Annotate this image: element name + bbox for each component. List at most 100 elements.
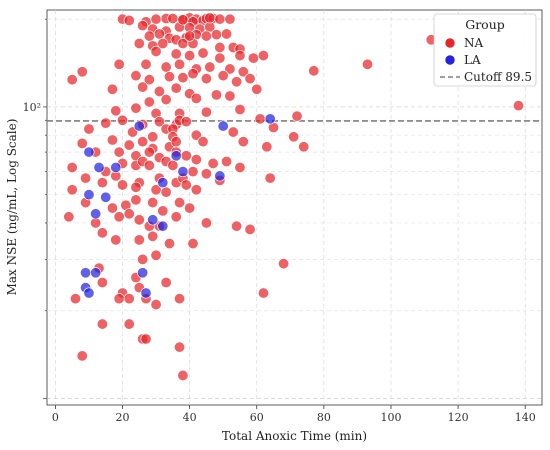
data-point-na xyxy=(66,74,78,86)
data-point-na xyxy=(197,136,209,148)
x-tick-label: 120 xyxy=(448,411,469,424)
series-na xyxy=(63,12,525,381)
data-point-na xyxy=(163,238,175,250)
data-point-na xyxy=(234,50,246,62)
data-point-na xyxy=(210,89,222,101)
data-point-na xyxy=(113,146,125,158)
data-point-na xyxy=(137,253,149,265)
data-point-la xyxy=(83,189,95,201)
legend-label-cutoff: Cutoff 89.5 xyxy=(464,70,532,84)
data-point-na xyxy=(180,150,192,162)
data-point-na xyxy=(76,137,88,149)
data-point-na xyxy=(137,136,149,148)
data-point-la xyxy=(93,161,105,173)
data-point-na xyxy=(231,220,243,232)
data-point-na xyxy=(200,106,212,118)
data-point-la xyxy=(80,267,92,279)
data-point-na xyxy=(160,94,172,106)
data-point-na xyxy=(247,52,259,64)
data-point-na xyxy=(174,341,186,353)
data-point-na xyxy=(167,13,179,25)
data-point-na xyxy=(170,136,182,148)
data-point-la xyxy=(147,214,159,226)
data-point-na xyxy=(96,318,108,330)
data-point-na xyxy=(83,123,95,135)
data-point-na xyxy=(160,61,172,73)
data-point-na xyxy=(106,134,118,146)
data-point-na xyxy=(153,116,165,128)
data-point-na xyxy=(261,141,273,153)
data-point-la xyxy=(90,267,102,279)
data-point-na xyxy=(174,197,186,209)
legend: Group NA LA Cutoff 89.5 xyxy=(433,13,537,87)
data-point-na xyxy=(251,83,263,95)
data-point-na xyxy=(117,114,129,126)
data-point-na xyxy=(140,58,152,70)
data-point-na xyxy=(76,350,88,362)
data-point-na xyxy=(224,63,236,75)
legend-label-na: NA xyxy=(464,36,484,50)
data-point-na xyxy=(244,223,256,235)
data-point-la xyxy=(137,267,149,279)
data-point-na xyxy=(147,230,159,242)
data-point-na xyxy=(180,116,192,128)
data-point-na xyxy=(227,126,239,138)
data-point-na xyxy=(177,369,189,381)
data-point-na xyxy=(254,113,266,125)
legend-box xyxy=(433,13,537,87)
data-point-na xyxy=(308,65,320,77)
data-point-na xyxy=(184,202,196,214)
legend-label-la: LA xyxy=(464,53,481,67)
data-point-na xyxy=(210,29,222,41)
data-point-na xyxy=(130,181,142,193)
data-point-na xyxy=(100,117,112,129)
data-point-na xyxy=(96,177,108,189)
data-point-la xyxy=(90,208,102,220)
data-point-na xyxy=(96,276,108,288)
data-point-na xyxy=(237,66,249,78)
data-point-la xyxy=(264,113,276,125)
legend-marker-la xyxy=(444,54,456,66)
x-axis-label: Total Anoxic Time (min) xyxy=(222,429,367,443)
data-point-na xyxy=(143,146,155,158)
data-point-na xyxy=(76,66,88,78)
data-point-na xyxy=(257,287,269,299)
x-tick-label: 100 xyxy=(380,411,401,424)
legend-title: Group xyxy=(465,17,505,32)
data-point-la xyxy=(140,287,152,299)
data-point-na xyxy=(187,238,199,250)
data-point-na xyxy=(187,68,199,80)
data-point-na xyxy=(137,20,149,32)
data-point-na xyxy=(133,214,145,226)
data-point-na xyxy=(137,81,149,93)
data-point-la xyxy=(157,177,169,189)
data-point-na xyxy=(184,30,196,42)
data-point-na xyxy=(207,157,219,169)
data-point-na xyxy=(123,318,135,330)
data-point-na xyxy=(106,202,118,214)
data-point-na xyxy=(106,83,118,95)
data-point-la xyxy=(170,150,182,162)
data-point-na xyxy=(217,70,229,82)
data-point-na xyxy=(163,71,175,83)
data-point-na xyxy=(143,30,155,42)
data-point-na xyxy=(90,217,102,229)
data-point-na xyxy=(214,13,226,25)
data-point-na xyxy=(177,14,189,26)
data-point-na xyxy=(184,50,196,62)
data-point-na xyxy=(66,184,78,196)
data-point-na xyxy=(140,333,152,345)
data-point-na xyxy=(513,100,525,112)
data-point-na xyxy=(237,136,249,148)
data-point-la xyxy=(217,120,229,132)
data-point-na xyxy=(153,28,165,40)
data-point-na xyxy=(288,131,300,143)
data-point-na xyxy=(110,105,122,117)
data-point-na xyxy=(204,61,216,73)
data-point-na xyxy=(234,103,246,115)
data-point-na xyxy=(361,58,373,70)
data-point-na xyxy=(123,208,135,220)
data-point-na xyxy=(197,47,209,59)
data-point-na xyxy=(224,13,236,25)
